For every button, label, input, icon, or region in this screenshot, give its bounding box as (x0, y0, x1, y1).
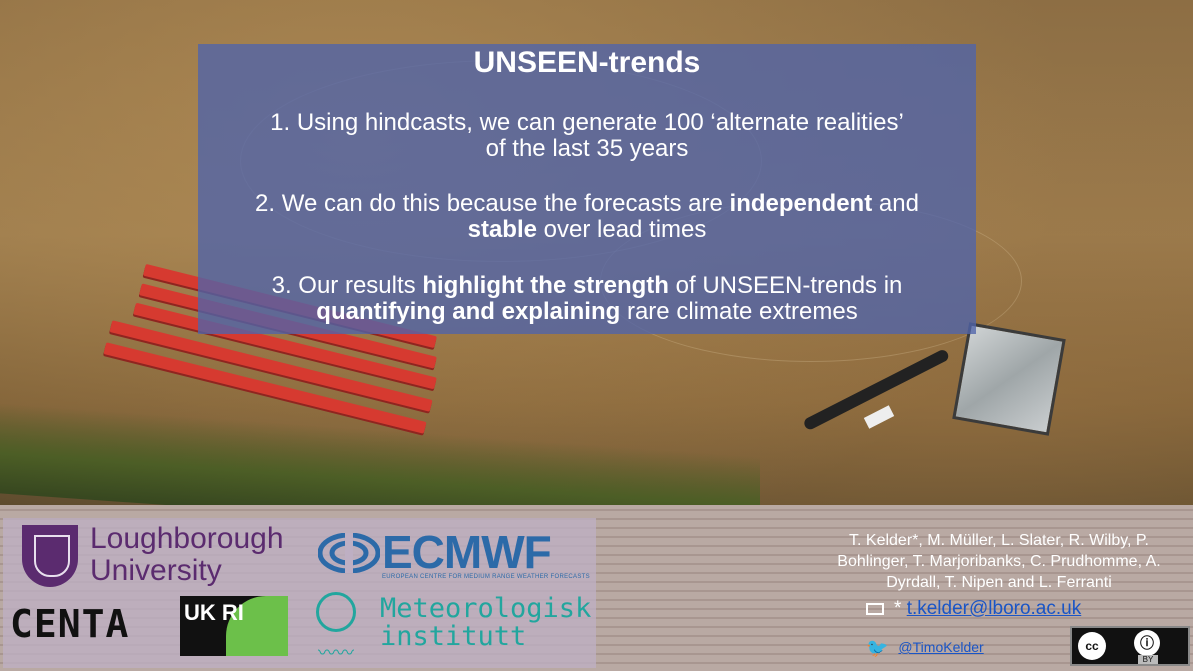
cc-by-license-badge[interactable]: cc ⓘ BY (1070, 626, 1190, 666)
twitter-link[interactable]: @TimoKelder (898, 639, 984, 656)
twitter-row: 🐦 @TimoKelder (866, 638, 984, 659)
point-3-bold: highlight the strength (422, 272, 669, 299)
loughborough-line-1: Loughborough (90, 522, 284, 555)
met-institute-logo: Meteorologisk institutt (380, 595, 591, 651)
slide-title: UNSEEN-trends (473, 46, 701, 79)
content-panel: UNSEEN-trends 1. Using hindcasts, we can… (198, 44, 976, 334)
ecmwf-logo-text: ECMWF (382, 526, 552, 578)
attribution-icon: ⓘ (1134, 630, 1160, 656)
point-2-text: over lead times (536, 216, 707, 243)
ecmwf-subtitle: EUROPEAN CENTRE FOR MEDIUM RANGE WEATHER… (382, 574, 590, 580)
met-line-2: institutt (380, 621, 527, 652)
met-line-1: Meteorologisk (380, 593, 592, 624)
loughborough-logo: Loughborough University (90, 523, 284, 587)
point-2-bold: independent (729, 190, 873, 217)
point-2-bold: stable (467, 216, 537, 243)
point-2-text: 2. We can do this because the forecasts … (255, 190, 730, 217)
author-credits: T. Kelder*, M. Müller, L. Slater, R. Wil… (837, 532, 1161, 591)
ukri-logo-text: UK RI (184, 600, 244, 625)
loughborough-crest-icon (22, 525, 78, 587)
point-3-text: 3. Our results (271, 272, 423, 299)
cc-icon: cc (1078, 632, 1106, 660)
ukri-logo: UK RI (180, 596, 288, 656)
ecmwf-swirl-icon (318, 533, 380, 573)
point-1-line-2: of the last 35 years (485, 135, 689, 162)
email-row: * t.kelder@lboro.ac.uk (866, 598, 1081, 620)
twitter-bird-icon: 🐦 (866, 638, 889, 658)
email-link[interactable]: t.kelder@lboro.ac.uk (906, 598, 1082, 619)
centa-logo: CENTA (10, 602, 130, 646)
point-3-bold: quantifying and explaining (316, 298, 621, 325)
logo-strip (3, 518, 596, 668)
point-3-text: rare climate extremes (620, 298, 858, 325)
point-3-line-1: 3. Our results highlight the strength of… (198, 273, 976, 299)
point-1-line-1: 1. Using hindcasts, we can generate 100 … (270, 109, 904, 136)
point-3-text: of UNSEEN-trends in (668, 272, 903, 299)
point-2-line-1: 2. We can do this because the forecasts … (198, 191, 976, 217)
email-prefix: * (894, 598, 907, 619)
mail-icon (866, 602, 884, 615)
point-3-line-2: quantifying and explaining rare climate … (198, 299, 976, 325)
met-institute-wave-icon: 〰〰 (318, 643, 354, 663)
road-sign (952, 322, 1066, 436)
point-2-line-2: stable over lead times (198, 217, 976, 243)
loughborough-line-2: University (90, 554, 222, 587)
by-label: BY (1138, 655, 1158, 664)
point-2-text: and (872, 190, 919, 217)
met-institute-circle-icon (316, 592, 356, 632)
